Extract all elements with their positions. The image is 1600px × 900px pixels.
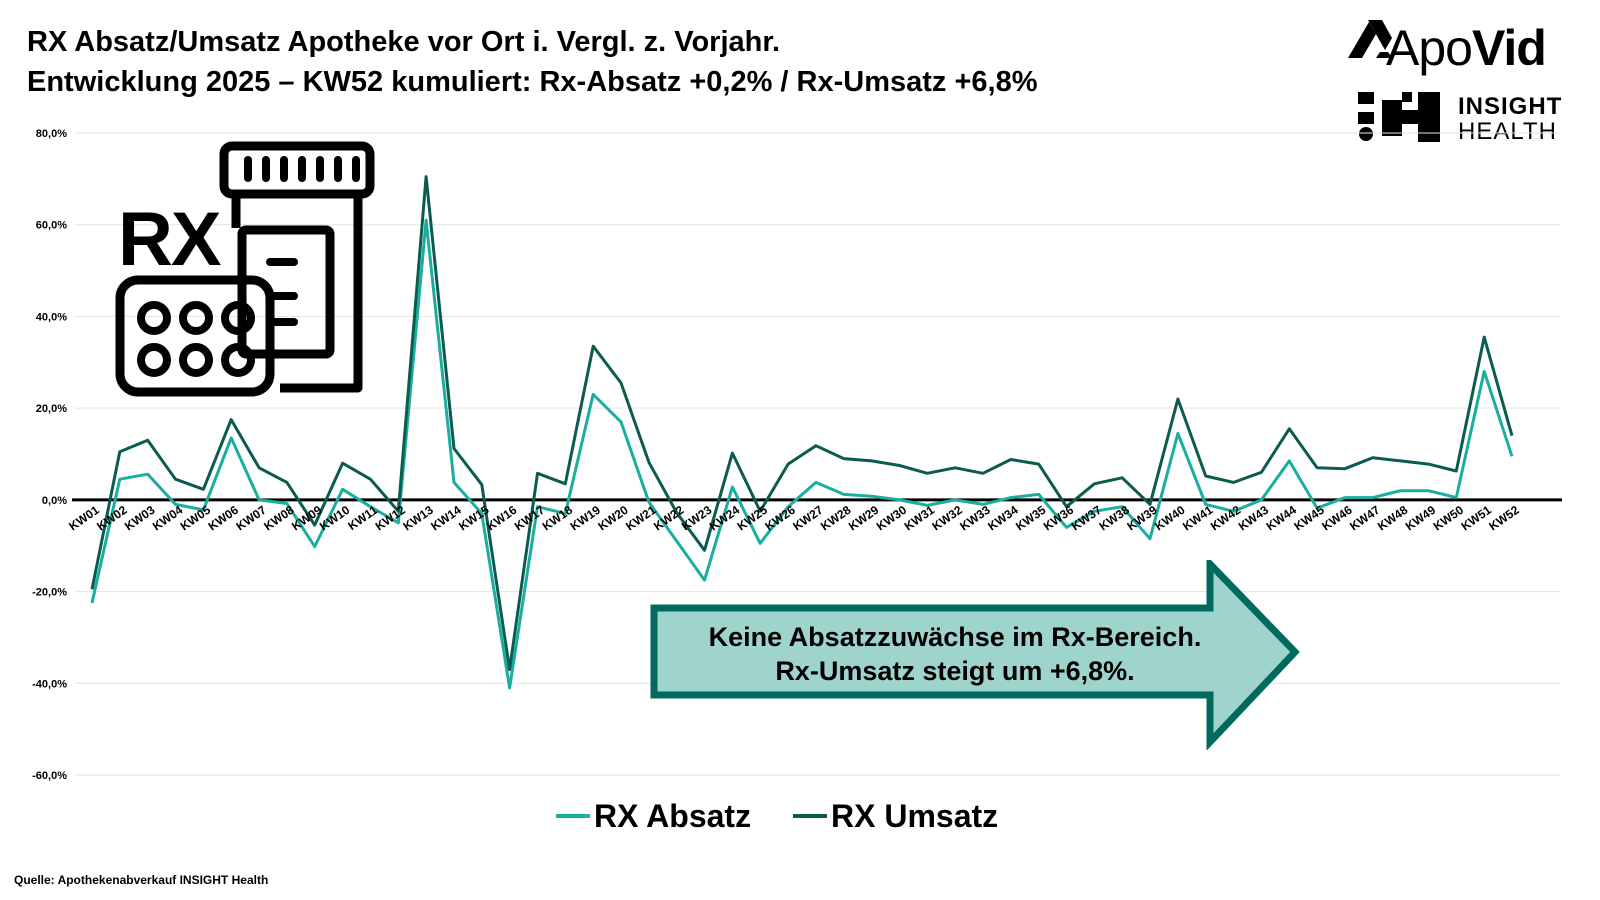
y-tick-label: 60,0% <box>36 220 67 232</box>
x-tick-label: KW24 <box>707 503 743 534</box>
legend-item: RX Umsatz <box>793 798 998 834</box>
title-line-1: RX Absatz/Umsatz Apotheke vor Ort i. Ver… <box>27 26 781 58</box>
x-tick-label: KW11 <box>345 503 380 533</box>
apovid-wordmark: ApoVid <box>1386 18 1547 78</box>
callout-line-1: Keine Absatzzuwächse im Rx-Bereich. <box>708 622 1202 652</box>
legend-label: RX Absatz <box>594 798 751 834</box>
y-tick-label: 80,0% <box>36 128 67 140</box>
y-tick-label: 0,0% <box>42 495 67 507</box>
x-tick-label: KW20 <box>595 503 631 534</box>
x-tick-label: KW31 <box>902 503 938 534</box>
x-tick-label: KW29 <box>846 503 882 534</box>
x-tick-label: KW07 <box>233 503 269 534</box>
x-tick-label: KW16 <box>484 503 520 534</box>
x-tick-label: KW13 <box>400 503 436 534</box>
title-line-2: Entwicklung 2025 – KW52 kumuliert: Rx-Ab… <box>27 66 1038 98</box>
x-tick-label: KW01 <box>66 503 102 534</box>
callout-text: Keine Absatzzuwächse im Rx-Bereich. Rx-U… <box>650 620 1260 688</box>
x-tick-label: KW26 <box>762 503 798 534</box>
page-title: RX Absatz/Umsatz Apotheke vor Ort i. Ver… <box>27 22 1038 102</box>
x-tick-label: KW50 <box>1431 503 1467 534</box>
apovid-mark-icon <box>1348 20 1392 58</box>
x-tick-label: KW36 <box>1041 503 1077 534</box>
x-tick-label: KW44 <box>1264 503 1300 534</box>
x-tick-label: KW45 <box>1291 503 1327 534</box>
legend-label: RX Umsatz <box>831 798 998 834</box>
y-tick-label: 40,0% <box>36 311 67 323</box>
x-tick-label: KW32 <box>930 503 966 534</box>
insight-health-mark-icon <box>1358 92 1440 142</box>
y-axis-tick-labels: 80,0% 60,0% 40,0% 20,0% 0,0% -20,0% -40,0% -60,… <box>32 128 67 782</box>
apovid-suffix: Vid <box>1471 20 1547 76</box>
legend: RX Absatz RX Umsatz <box>556 798 998 834</box>
callout-arrow-shape <box>650 555 1300 751</box>
legend-item: RX Absatz <box>556 798 751 834</box>
x-tick-label: KW12 <box>373 503 409 534</box>
y-tick-label: 20,0% <box>36 403 67 415</box>
x-tick-label: KW06 <box>206 503 242 534</box>
logo-area: ApoVid INSIGHT HEALTH <box>1340 0 1600 160</box>
source-note: Quelle: Apothekenabverkauf INSIGHT Healt… <box>14 873 269 887</box>
x-tick-label: KW49 <box>1403 503 1439 534</box>
rx-icon-label: RX <box>118 197 222 282</box>
x-tick-label: KW48 <box>1375 503 1411 534</box>
x-tick-label: KW35 <box>1013 503 1049 534</box>
health-word: HEALTH <box>1458 118 1557 145</box>
insight-health-logo: INSIGHT HEALTH <box>1358 92 1598 148</box>
x-axis-tick-labels: KW01KW02KW03KW04KW05KW06KW07KW08KW09KW10… <box>66 503 1522 534</box>
apovid-prefix: Apo <box>1386 20 1473 76</box>
series-lines <box>90 175 1514 690</box>
x-tick-label: KW30 <box>874 503 910 534</box>
x-tick-label: KW14 <box>428 503 464 534</box>
x-tick-label: KW19 <box>568 503 604 534</box>
x-tick-label: KW41 <box>1180 503 1216 534</box>
callout-arrow: Keine Absatzzuwächse im Rx-Bereich. Rx-U… <box>650 555 1310 751</box>
y-tick-label: -60,0% <box>32 770 67 782</box>
x-tick-label: KW28 <box>818 503 854 534</box>
x-tick-label: KW51 <box>1459 503 1495 534</box>
x-tick-label: KW21 <box>623 503 659 534</box>
x-tick-label: KW27 <box>790 503 826 534</box>
callout-line-2: Rx-Umsatz steigt um +6,8%. <box>775 656 1135 686</box>
rx-medicine-icon <box>115 141 375 397</box>
x-tick-label: KW52 <box>1486 503 1522 534</box>
x-tick-label: KW33 <box>957 503 993 534</box>
y-tick-label: -40,0% <box>32 678 67 690</box>
x-tick-label: KW08 <box>261 503 297 534</box>
x-tick-label: KW47 <box>1347 503 1383 534</box>
x-tick-label: KW34 <box>985 503 1021 534</box>
y-tick-label: -20,0% <box>32 587 67 599</box>
x-tick-label: KW46 <box>1319 503 1355 534</box>
series-line-rx-umsatz <box>90 175 1514 671</box>
x-tick-label: KW03 <box>122 503 158 534</box>
x-tick-label: KW04 <box>150 503 186 534</box>
series-line-rx-absatz <box>90 218 1514 690</box>
insight-word: INSIGHT <box>1458 93 1563 120</box>
apovid-logo: ApoVid <box>1348 12 1598 82</box>
x-tick-label: KW37 <box>1069 503 1105 534</box>
